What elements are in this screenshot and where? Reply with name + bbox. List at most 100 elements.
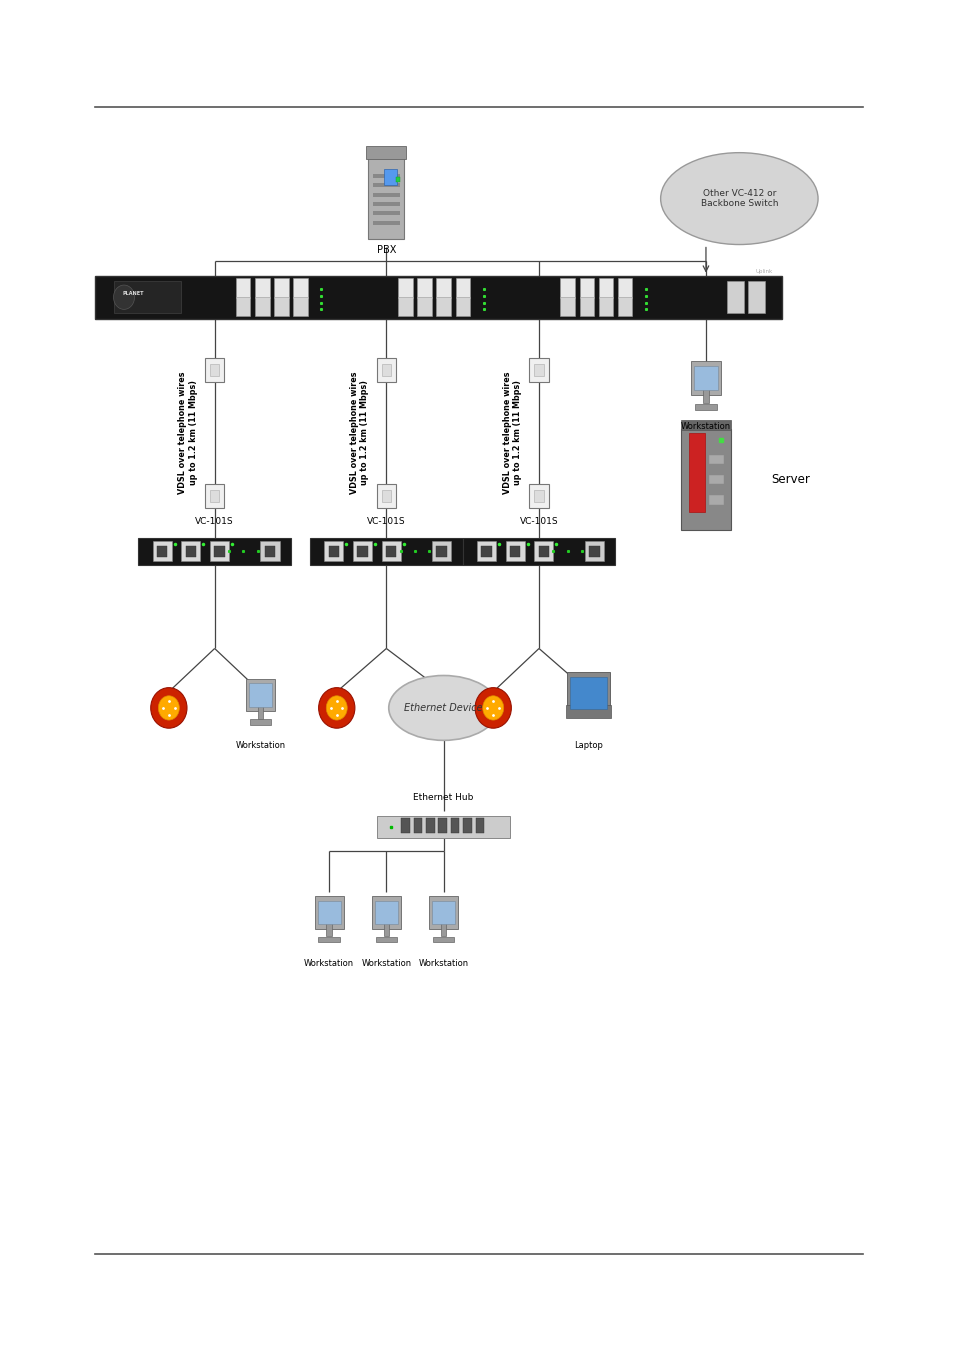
Text: VDSL over telephone wires
up to 1.2 km (11 Mbps): VDSL over telephone wires up to 1.2 km (…	[350, 372, 369, 494]
Bar	[702, 388, 708, 404]
Bar	[381, 542, 400, 561]
Bar	[534, 490, 543, 501]
Bar	[373, 173, 399, 177]
Text: Laptop: Laptop	[574, 742, 602, 750]
Bar	[385, 546, 396, 557]
Bar	[138, 538, 291, 565]
Bar	[398, 277, 413, 297]
Bar	[433, 936, 454, 942]
Bar	[236, 297, 250, 316]
Bar	[726, 281, 743, 313]
Bar	[375, 936, 396, 942]
Bar	[294, 277, 308, 297]
Bar	[570, 677, 606, 708]
Bar	[314, 896, 343, 928]
Bar	[373, 201, 399, 205]
Text: VDSL over telephone wires
up to 1.2 km (11 Mbps): VDSL over telephone wires up to 1.2 km (…	[502, 372, 521, 494]
Bar	[274, 277, 288, 297]
Text: Ethernet Hub: Ethernet Hub	[413, 793, 474, 801]
Bar	[381, 363, 391, 376]
Bar	[534, 542, 553, 561]
Bar	[264, 546, 274, 557]
Bar	[274, 297, 288, 316]
Ellipse shape	[158, 696, 179, 720]
Bar	[416, 277, 431, 297]
Bar	[436, 297, 451, 316]
Bar	[414, 817, 422, 834]
Bar	[690, 361, 720, 396]
Bar	[455, 297, 469, 316]
Bar	[375, 901, 397, 924]
Bar	[255, 277, 270, 297]
Bar	[185, 546, 196, 557]
Bar	[709, 454, 723, 463]
Bar	[152, 542, 172, 561]
Bar	[578, 277, 593, 297]
Bar	[383, 169, 396, 185]
Bar	[693, 366, 718, 390]
Bar	[383, 921, 389, 936]
Bar	[246, 678, 274, 711]
Bar	[376, 358, 395, 382]
Bar	[366, 146, 406, 159]
Bar	[318, 936, 339, 942]
Text: Uplink: Uplink	[755, 269, 772, 274]
Bar	[317, 901, 340, 924]
Bar	[578, 297, 593, 316]
Bar	[437, 817, 446, 834]
Bar	[328, 546, 339, 557]
Ellipse shape	[318, 688, 355, 728]
Bar	[324, 542, 343, 561]
Text: Server: Server	[770, 473, 809, 486]
Bar	[598, 297, 613, 316]
Bar	[566, 671, 610, 713]
Bar	[114, 281, 181, 313]
Bar	[680, 420, 730, 430]
Bar	[440, 921, 446, 936]
Bar	[559, 277, 574, 297]
Bar	[463, 817, 471, 834]
Text: PBX: PBX	[376, 245, 395, 255]
Text: Workstation: Workstation	[418, 959, 468, 967]
Bar	[156, 546, 168, 557]
Bar	[376, 816, 510, 838]
Bar	[559, 297, 574, 316]
Text: Workstation: Workstation	[361, 959, 411, 967]
Ellipse shape	[326, 696, 347, 720]
Bar	[356, 546, 368, 557]
Bar	[249, 684, 272, 707]
Bar	[260, 542, 279, 561]
Bar	[436, 277, 451, 297]
Bar	[618, 277, 632, 297]
Bar	[709, 476, 723, 485]
Bar	[373, 211, 399, 216]
Bar	[429, 896, 457, 928]
Text: VC-101S: VC-101S	[367, 517, 405, 526]
Bar	[210, 363, 219, 376]
Bar	[181, 542, 200, 561]
Bar	[694, 404, 717, 409]
Text: Workstation: Workstation	[304, 959, 354, 967]
Bar	[436, 546, 446, 557]
Text: PLANET: PLANET	[123, 290, 144, 296]
Bar	[747, 281, 764, 313]
Bar	[294, 297, 308, 316]
Bar	[95, 276, 781, 319]
Text: VDSL over telephone wires
up to 1.2 km (11 Mbps): VDSL over telephone wires up to 1.2 km (…	[178, 372, 197, 494]
Text: Ethernet Device: Ethernet Device	[404, 703, 482, 713]
Bar	[395, 177, 399, 182]
Bar	[353, 542, 372, 561]
Bar	[205, 484, 224, 508]
Bar	[257, 704, 263, 719]
Ellipse shape	[389, 676, 497, 740]
Ellipse shape	[113, 285, 134, 309]
Ellipse shape	[659, 153, 818, 245]
Bar	[475, 817, 483, 834]
Bar	[376, 484, 395, 508]
Bar	[432, 901, 455, 924]
Bar	[372, 896, 400, 928]
Bar	[236, 277, 250, 297]
Text: Workstation: Workstation	[680, 423, 730, 431]
Bar	[529, 484, 548, 508]
Bar	[588, 546, 598, 557]
